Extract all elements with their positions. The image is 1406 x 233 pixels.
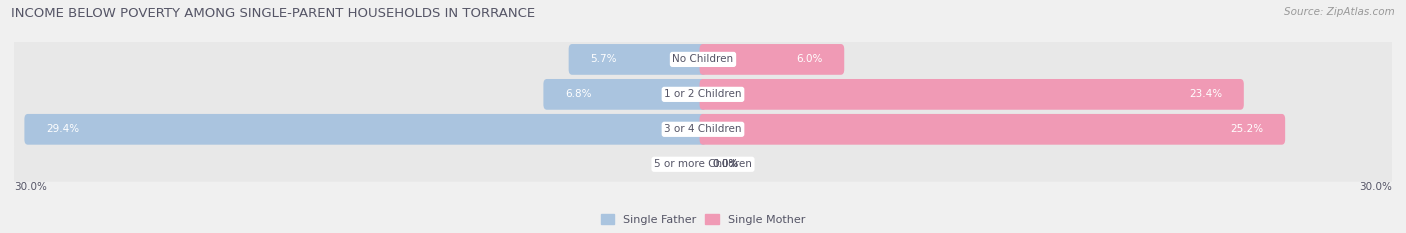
Text: 3 or 4 Children: 3 or 4 Children [664, 124, 742, 134]
Text: 1 or 2 Children: 1 or 2 Children [664, 89, 742, 99]
FancyBboxPatch shape [700, 44, 844, 75]
FancyBboxPatch shape [14, 42, 1392, 77]
FancyBboxPatch shape [14, 147, 1392, 182]
Text: 0.0%: 0.0% [713, 159, 738, 169]
FancyBboxPatch shape [24, 114, 706, 145]
Legend: Single Father, Single Mother: Single Father, Single Mother [596, 210, 810, 229]
Text: No Children: No Children [672, 55, 734, 64]
FancyBboxPatch shape [14, 112, 1392, 147]
Text: 5.7%: 5.7% [591, 55, 617, 64]
Text: 0.0%: 0.0% [713, 159, 738, 169]
Text: Source: ZipAtlas.com: Source: ZipAtlas.com [1284, 7, 1395, 17]
Text: 5 or more Children: 5 or more Children [654, 159, 752, 169]
FancyBboxPatch shape [543, 79, 706, 110]
FancyBboxPatch shape [568, 44, 706, 75]
Text: INCOME BELOW POVERTY AMONG SINGLE-PARENT HOUSEHOLDS IN TORRANCE: INCOME BELOW POVERTY AMONG SINGLE-PARENT… [11, 7, 536, 20]
Text: 30.0%: 30.0% [14, 182, 46, 192]
Text: 29.4%: 29.4% [46, 124, 79, 134]
Text: 6.8%: 6.8% [565, 89, 592, 99]
Text: 6.0%: 6.0% [796, 55, 823, 64]
Text: 30.0%: 30.0% [1360, 182, 1392, 192]
FancyBboxPatch shape [14, 77, 1392, 112]
FancyBboxPatch shape [700, 79, 1244, 110]
FancyBboxPatch shape [700, 114, 1285, 145]
Text: 23.4%: 23.4% [1189, 89, 1222, 99]
Text: 25.2%: 25.2% [1230, 124, 1264, 134]
